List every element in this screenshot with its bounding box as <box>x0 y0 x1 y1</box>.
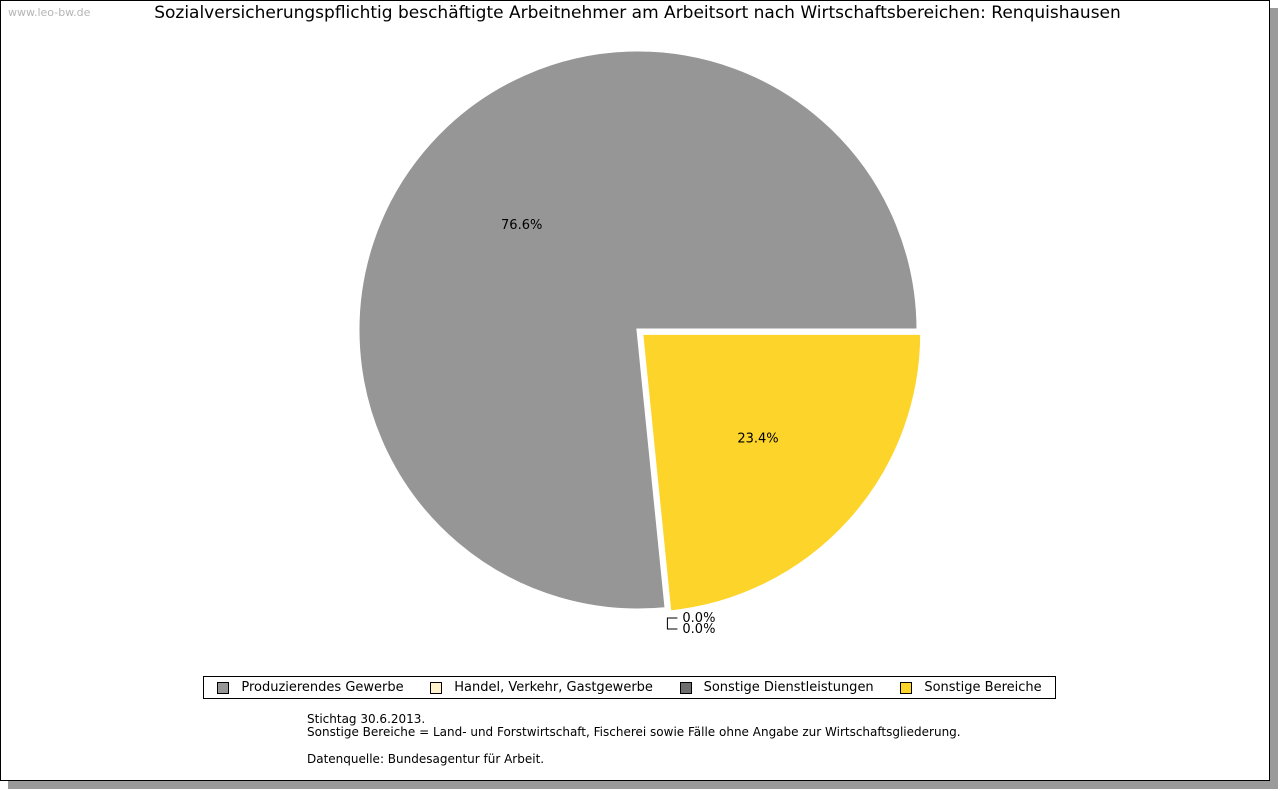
chart-title: Sozialversicherungspflichtig beschäftigt… <box>154 3 1121 23</box>
slice-label: 0.0% <box>682 611 715 626</box>
leader-line <box>666 621 678 630</box>
legend-swatch <box>679 681 692 694</box>
watermark: www.leo-bw.de <box>8 6 91 19</box>
slice-label: 23.4% <box>737 432 778 447</box>
chart-legend: Produzierendes Gewerbe Handel, Verkehr, G… <box>203 676 1056 699</box>
legend-swatch <box>430 681 443 694</box>
legend-label: Handel, Verkehr, Gastgewerbe <box>454 680 653 695</box>
legend-item: Sonstige Dienstleistungen <box>679 680 874 695</box>
legend-item: Sonstige Bereiche <box>900 680 1042 695</box>
note-definition: Sonstige Bereiche = Land- und Forstwirts… <box>307 725 961 739</box>
legend-item: Produzierendes Gewerbe <box>217 680 404 695</box>
legend-label: Sonstige Dienstleistungen <box>703 680 874 695</box>
slice-label: 76.6% <box>501 218 542 233</box>
legend-label: Sonstige Bereiche <box>924 680 1042 695</box>
note-reference-date: Stichtag 30.6.2013. <box>307 712 426 726</box>
legend-item: Handel, Verkehr, Gastgewerbe <box>430 680 653 695</box>
legend-swatch <box>900 681 913 694</box>
chart-notes: Stichtag 30.6.2013. Sonstige Bereiche = … <box>307 713 961 766</box>
leader-line <box>666 617 678 622</box>
pie-slice <box>356 48 920 612</box>
legend-label: Produzierendes Gewerbe <box>241 680 404 695</box>
slice-label: 0.0% <box>682 622 715 637</box>
note-data-source: Datenquelle: Bundesagentur für Arbeit. <box>307 752 545 766</box>
legend-swatch <box>217 681 230 694</box>
pie-slice <box>640 331 924 614</box>
